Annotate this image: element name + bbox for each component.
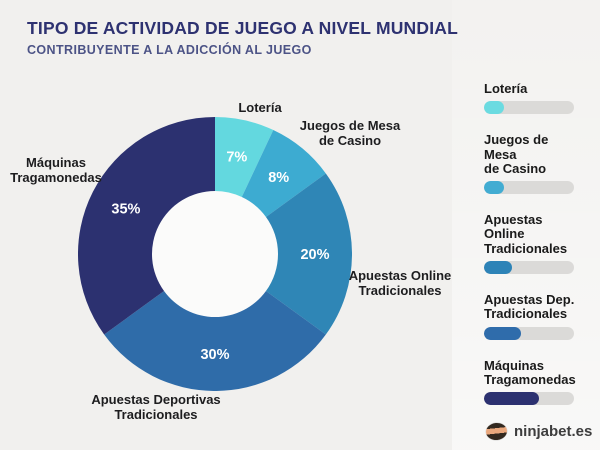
page-title: TIPO DE ACTIVIDAD DE JUEGO A NIVEL MUNDI…: [27, 18, 459, 38]
slice-value-label-0: 7%: [226, 149, 247, 165]
slice-value-label-2: 20%: [300, 247, 329, 263]
donut-slice-1: [241, 130, 326, 217]
label-maquinas-tragamonedas: Máquinas Tragamonedas: [10, 155, 102, 185]
legend-item-online: Apuestas Online Tradicionales: [484, 212, 584, 275]
label-apuestas-deportivas: Apuestas Deportivas Tradicionales: [91, 392, 221, 422]
legend: Lotería Juegos de Mesa de Casino Apuesta…: [484, 81, 584, 424]
legend-label: Lotería: [484, 81, 528, 96]
donut-hole: [151, 190, 279, 318]
legend-pill-loteria: [484, 101, 504, 115]
label-juegos-de-mesa: Juegos de Mesa de Casino: [299, 118, 401, 148]
brand-text: ninjabet.es: [514, 423, 593, 440]
label-apuestas-online: Apuestas Online Tradicionales: [348, 268, 452, 298]
slice-value-label-4: 35%: [111, 202, 140, 218]
legend-pill-juegos: [484, 181, 504, 195]
ninjabet-logo-icon: [485, 421, 508, 442]
legend-label: Apuestas Online Tradicionales: [484, 212, 568, 256]
page-subtitle: CONTRIBUYENTE A LA ADICCIÓN AL JUEGO: [27, 43, 312, 57]
donut-slice-0: [215, 117, 274, 197]
donut-slice-4: [77, 117, 215, 335]
legend-track: [484, 101, 574, 115]
label-loteria: Lotería: [238, 100, 282, 115]
legend-pill-maquinas: [484, 392, 539, 406]
donut-slice-3: [104, 291, 326, 392]
legend-item-juegos: Juegos de Mesa de Casino: [484, 132, 584, 195]
legend-pill-deportivas: [484, 326, 521, 340]
legend-item-deportivas: Apuestas Dep. Tradicionales: [484, 293, 584, 340]
legend-item-loteria: Lotería: [484, 81, 584, 115]
legend-track: [484, 392, 574, 406]
slice-value-label-3: 30%: [200, 347, 229, 363]
donut-slice-2: [265, 173, 353, 335]
legend-track: [484, 261, 574, 275]
header: TIPO DE ACTIVIDAD DE JUEGO A NIVEL MUNDI…: [27, 18, 458, 57]
legend-label: Máquinas Tragamonedas: [484, 357, 576, 387]
footer-brand: ninjabet.es: [485, 421, 593, 442]
legend-track: [484, 181, 574, 195]
legend-track: [484, 326, 574, 340]
legend-label: Apuestas Dep. Tradicionales: [484, 292, 575, 322]
donut-chart: 7% 8% 20% 30% 35%: [77, 117, 353, 392]
legend-item-maquinas: Máquinas Tragamonedas: [484, 357, 584, 406]
slice-value-label-1: 8%: [268, 170, 289, 186]
legend-pill-online: [484, 261, 512, 275]
legend-label: Juegos de Mesa de Casino: [484, 132, 549, 176]
donut-svg: 7% 8% 20% 30% 35%: [77, 117, 353, 392]
